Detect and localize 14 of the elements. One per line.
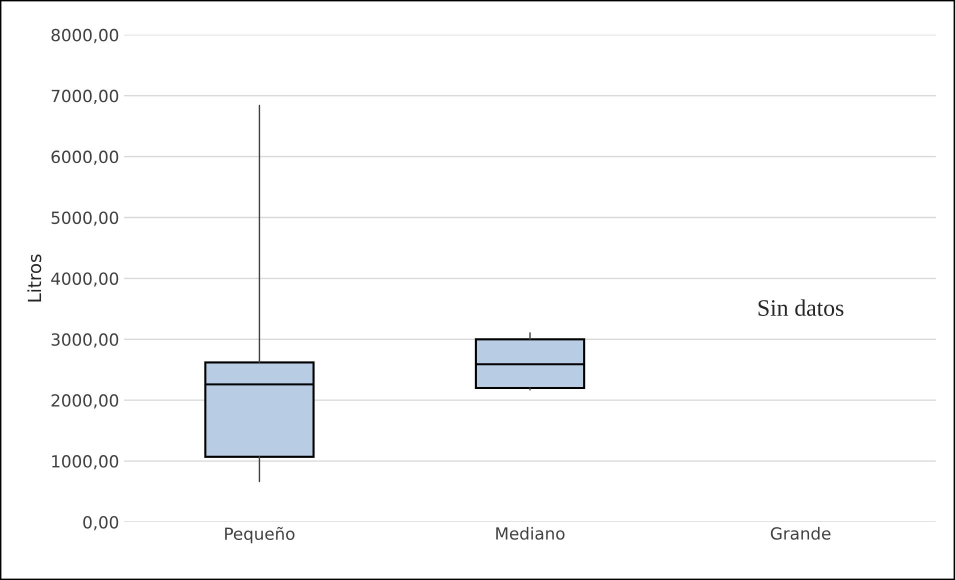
- y-tick-label: 6000,00: [52, 150, 118, 165]
- y-axis-title: Litros: [27, 254, 42, 302]
- x-tick-label: Mediano: [496, 526, 565, 540]
- annotation: Sin datos: [758, 299, 844, 316]
- y-tick-label: 0,00: [83, 516, 118, 530]
- y-tick-label: 4000,00: [51, 272, 118, 287]
- y-tick-label: 2000,00: [52, 394, 118, 408]
- y-tick-label: 8000,00: [51, 28, 118, 44]
- y-tick-label: 7000,00: [52, 90, 118, 104]
- x-tick-label: Grande: [770, 526, 830, 540]
- y-tick-label: 3000,00: [52, 333, 118, 348]
- y-tick-label: 5000,00: [52, 211, 118, 226]
- y-tick-label: 1000,00: [52, 455, 118, 470]
- x-tick-label: Pequeño: [225, 526, 294, 544]
